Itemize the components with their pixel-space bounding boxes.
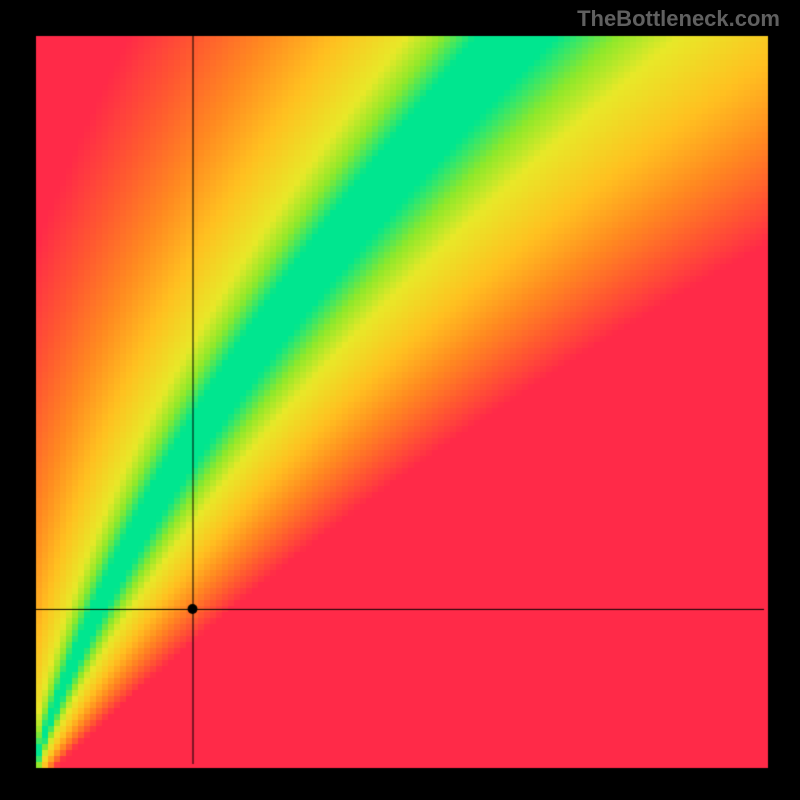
chart-container: TheBottleneck.com (0, 0, 800, 800)
heatmap-canvas (0, 0, 800, 800)
watermark-text: TheBottleneck.com (577, 6, 780, 32)
